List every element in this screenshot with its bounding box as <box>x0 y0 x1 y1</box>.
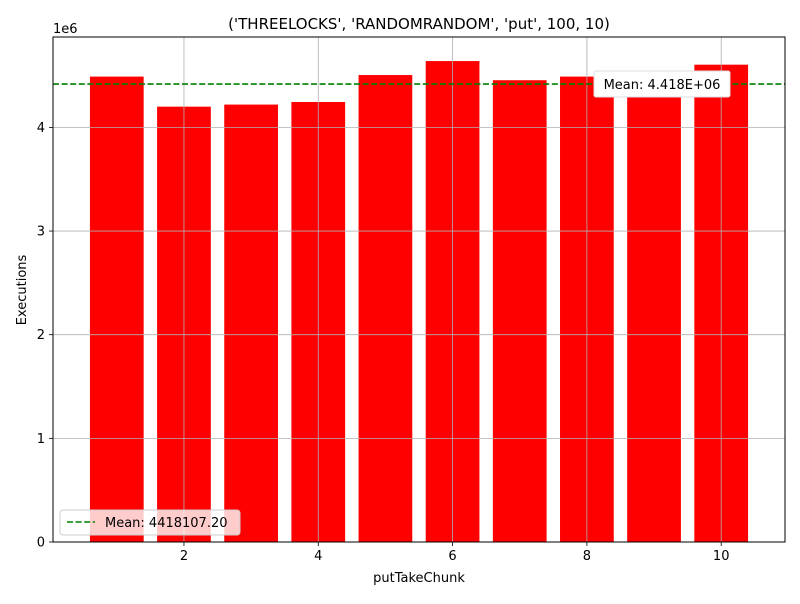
y-tick-label: 1 <box>37 432 45 447</box>
bar <box>89 76 144 543</box>
legend-mean-label: Mean: 4418107.20 <box>105 516 228 531</box>
x-tick-label: 2 <box>180 549 188 564</box>
x-tick-label: 10 <box>713 549 730 564</box>
plot-frame <box>52 36 786 543</box>
bar <box>627 97 681 542</box>
x-tick-label: 4 <box>314 549 322 564</box>
chart-title: ('THREELOCKS', 'RANDOMRANDOM', 'put', 10… <box>228 15 610 33</box>
y-tick-label: 4 <box>37 121 45 136</box>
axes-layer <box>52 36 786 543</box>
mean-annotation: Mean: 4.418E+06 <box>593 70 731 98</box>
y-axis-label: Executions <box>15 254 30 325</box>
legend: Mean: 4418107.20 <box>59 509 241 536</box>
y-tick-label: 3 <box>37 225 45 240</box>
x-axis-label: putTakeChunk <box>373 571 465 586</box>
bar <box>358 75 413 543</box>
legend-box <box>59 509 241 536</box>
bars-layer <box>89 61 749 543</box>
y-offset-label: 1e6 <box>53 22 78 37</box>
ticks-layer: 2 4 6 8 10 0 1 2 3 4 <box>37 121 730 564</box>
mean-annotation-text: Mean: 4.418E+06 <box>604 78 721 93</box>
mean-annotation-box <box>593 70 731 98</box>
y-tick-label: 0 <box>37 536 45 551</box>
y-tick-label: 2 <box>37 328 45 343</box>
bar <box>224 104 278 543</box>
bar <box>492 80 547 543</box>
x-tick-label: 6 <box>448 549 456 564</box>
x-tick-label: 8 <box>583 549 591 564</box>
